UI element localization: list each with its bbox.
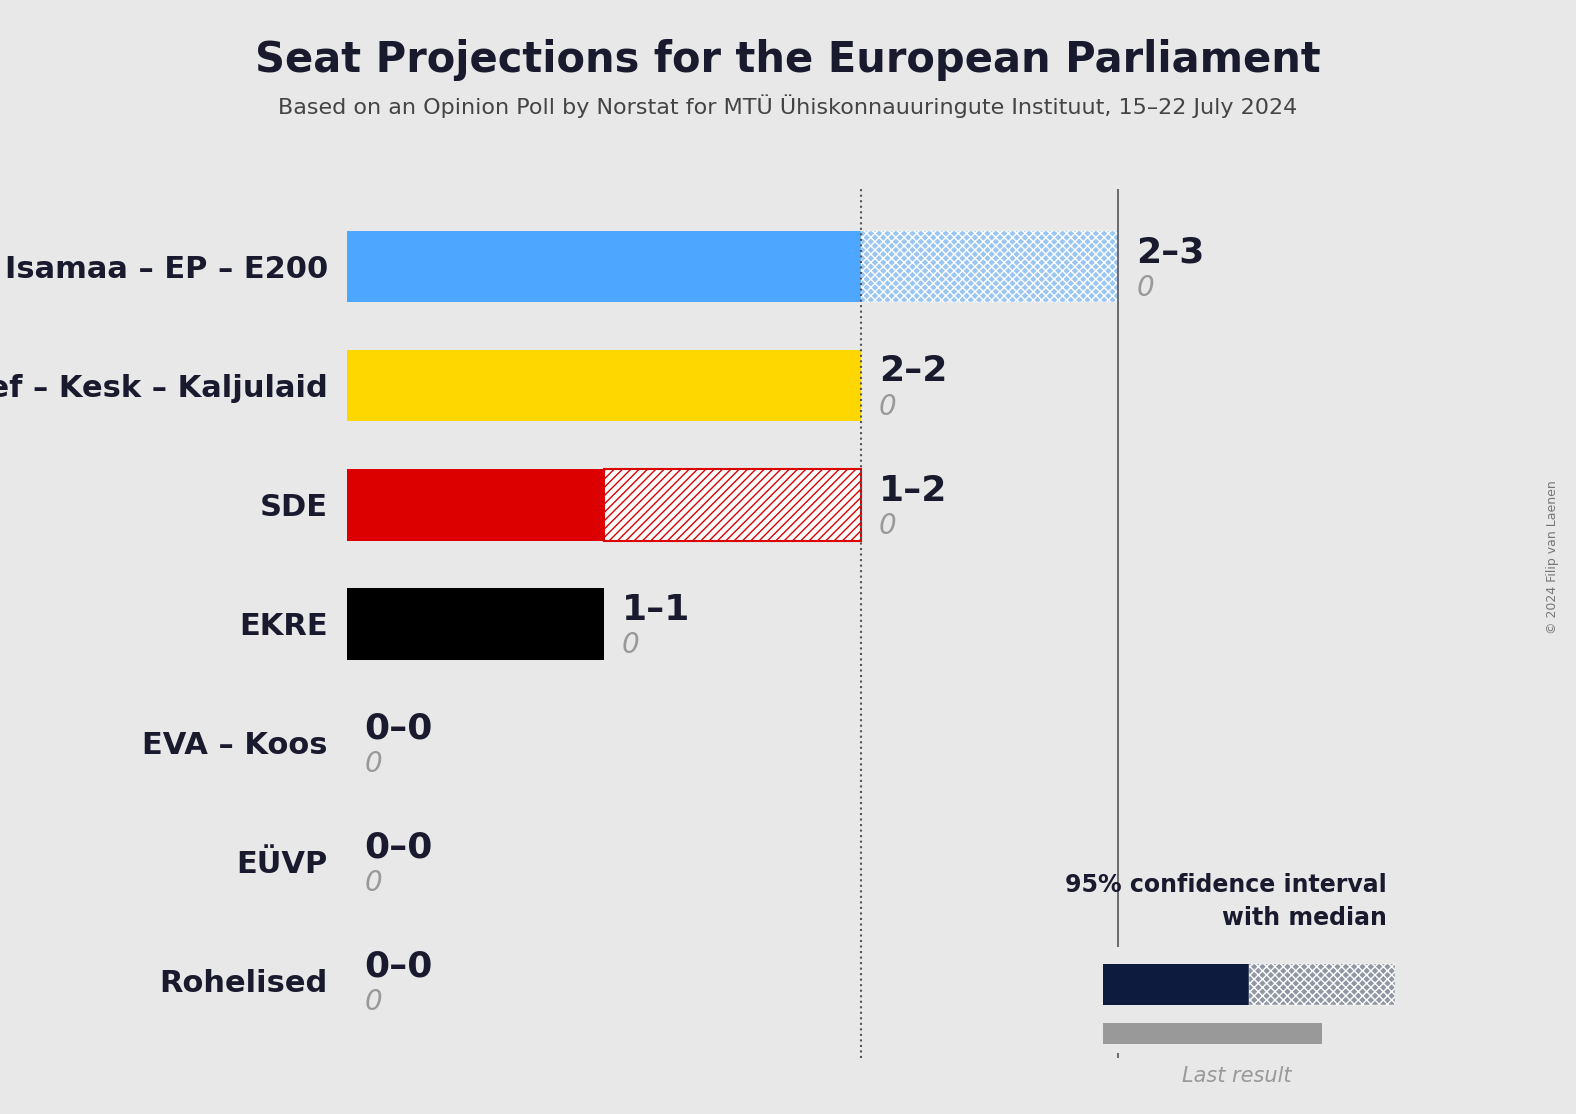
Bar bbox=[860, 231, 1117, 303]
Text: 0: 0 bbox=[1136, 274, 1154, 302]
Text: 0–0: 0–0 bbox=[364, 831, 433, 864]
Text: with median: with median bbox=[1221, 906, 1387, 930]
Bar bbox=[1103, 1024, 1322, 1045]
Text: 2–2: 2–2 bbox=[879, 354, 947, 389]
Text: 0: 0 bbox=[623, 632, 640, 659]
Text: 0: 0 bbox=[879, 393, 897, 421]
Text: 0: 0 bbox=[364, 869, 383, 897]
Bar bbox=[1103, 964, 1248, 1006]
Text: 0: 0 bbox=[364, 751, 383, 779]
Bar bbox=[604, 469, 860, 540]
Text: Seat Projections for the European Parliament: Seat Projections for the European Parlia… bbox=[255, 39, 1321, 81]
Text: 2–3: 2–3 bbox=[1136, 235, 1204, 270]
Bar bbox=[347, 588, 604, 659]
Text: 0: 0 bbox=[364, 988, 383, 1016]
Text: 0–0: 0–0 bbox=[364, 949, 433, 984]
Bar bbox=[347, 350, 860, 421]
Text: 0: 0 bbox=[879, 512, 897, 540]
Text: Last result: Last result bbox=[1182, 1066, 1292, 1086]
Text: © 2024 Filip van Laenen: © 2024 Filip van Laenen bbox=[1546, 480, 1559, 634]
Bar bbox=[604, 469, 860, 540]
Bar bbox=[347, 469, 604, 540]
Bar bbox=[347, 231, 860, 303]
Text: 95% confidence interval: 95% confidence interval bbox=[1065, 872, 1387, 897]
Bar bbox=[1248, 964, 1395, 1006]
Bar bbox=[604, 469, 860, 540]
Text: 1–2: 1–2 bbox=[879, 473, 947, 508]
Text: 1–1: 1–1 bbox=[623, 593, 690, 626]
Text: 0–0: 0–0 bbox=[364, 712, 433, 745]
Bar bbox=[1248, 964, 1395, 1006]
Text: Based on an Opinion Poll by Norstat for MTÜ Ühiskonnauuringute Instituut, 15–22 : Based on an Opinion Poll by Norstat for … bbox=[279, 95, 1297, 118]
Bar bbox=[860, 231, 1117, 303]
